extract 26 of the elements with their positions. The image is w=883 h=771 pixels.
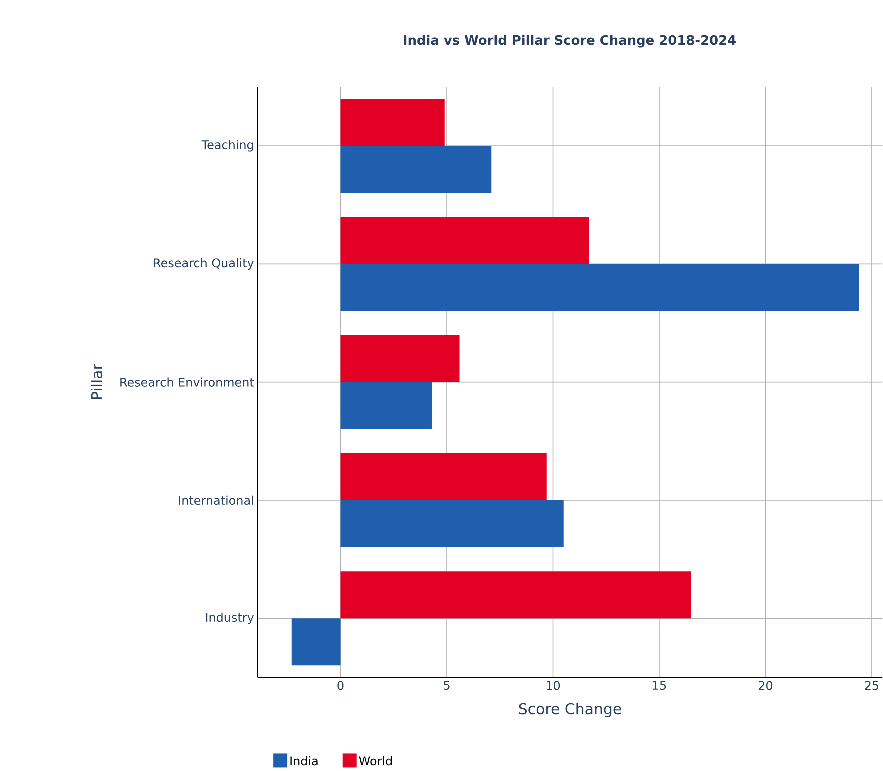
x-tick-label: 5 [444,681,450,690]
x-tick-label: 25 [865,681,879,690]
y-tick-label: Teaching [202,140,254,152]
x-tick-label: 0 [338,681,344,690]
x-axis-title: Score Change [519,703,622,718]
y-tick-label: Research Environment [120,378,254,387]
bar [340,217,590,264]
y-tick-label: International [179,496,254,506]
x-tick-label: 15 [653,681,666,690]
bar [340,146,492,194]
bar [292,618,341,666]
legend-label: India [290,756,318,766]
bar [340,382,432,430]
y-axis-title: Pillar [91,364,103,400]
x-tick-label: 20 [759,681,773,690]
bar [340,572,692,619]
legend-label: World [359,756,392,766]
bar [340,500,564,548]
y-tick-label: Research Quality [154,258,254,270]
bar [340,335,460,382]
chart-title: India vs World Pillar Score Change 2018-2024 [404,35,736,48]
bar [340,99,445,146]
y-tick-label: Industry [206,612,254,624]
x-tick-label: 10 [546,681,560,690]
bar [340,453,547,500]
bar [340,264,860,312]
